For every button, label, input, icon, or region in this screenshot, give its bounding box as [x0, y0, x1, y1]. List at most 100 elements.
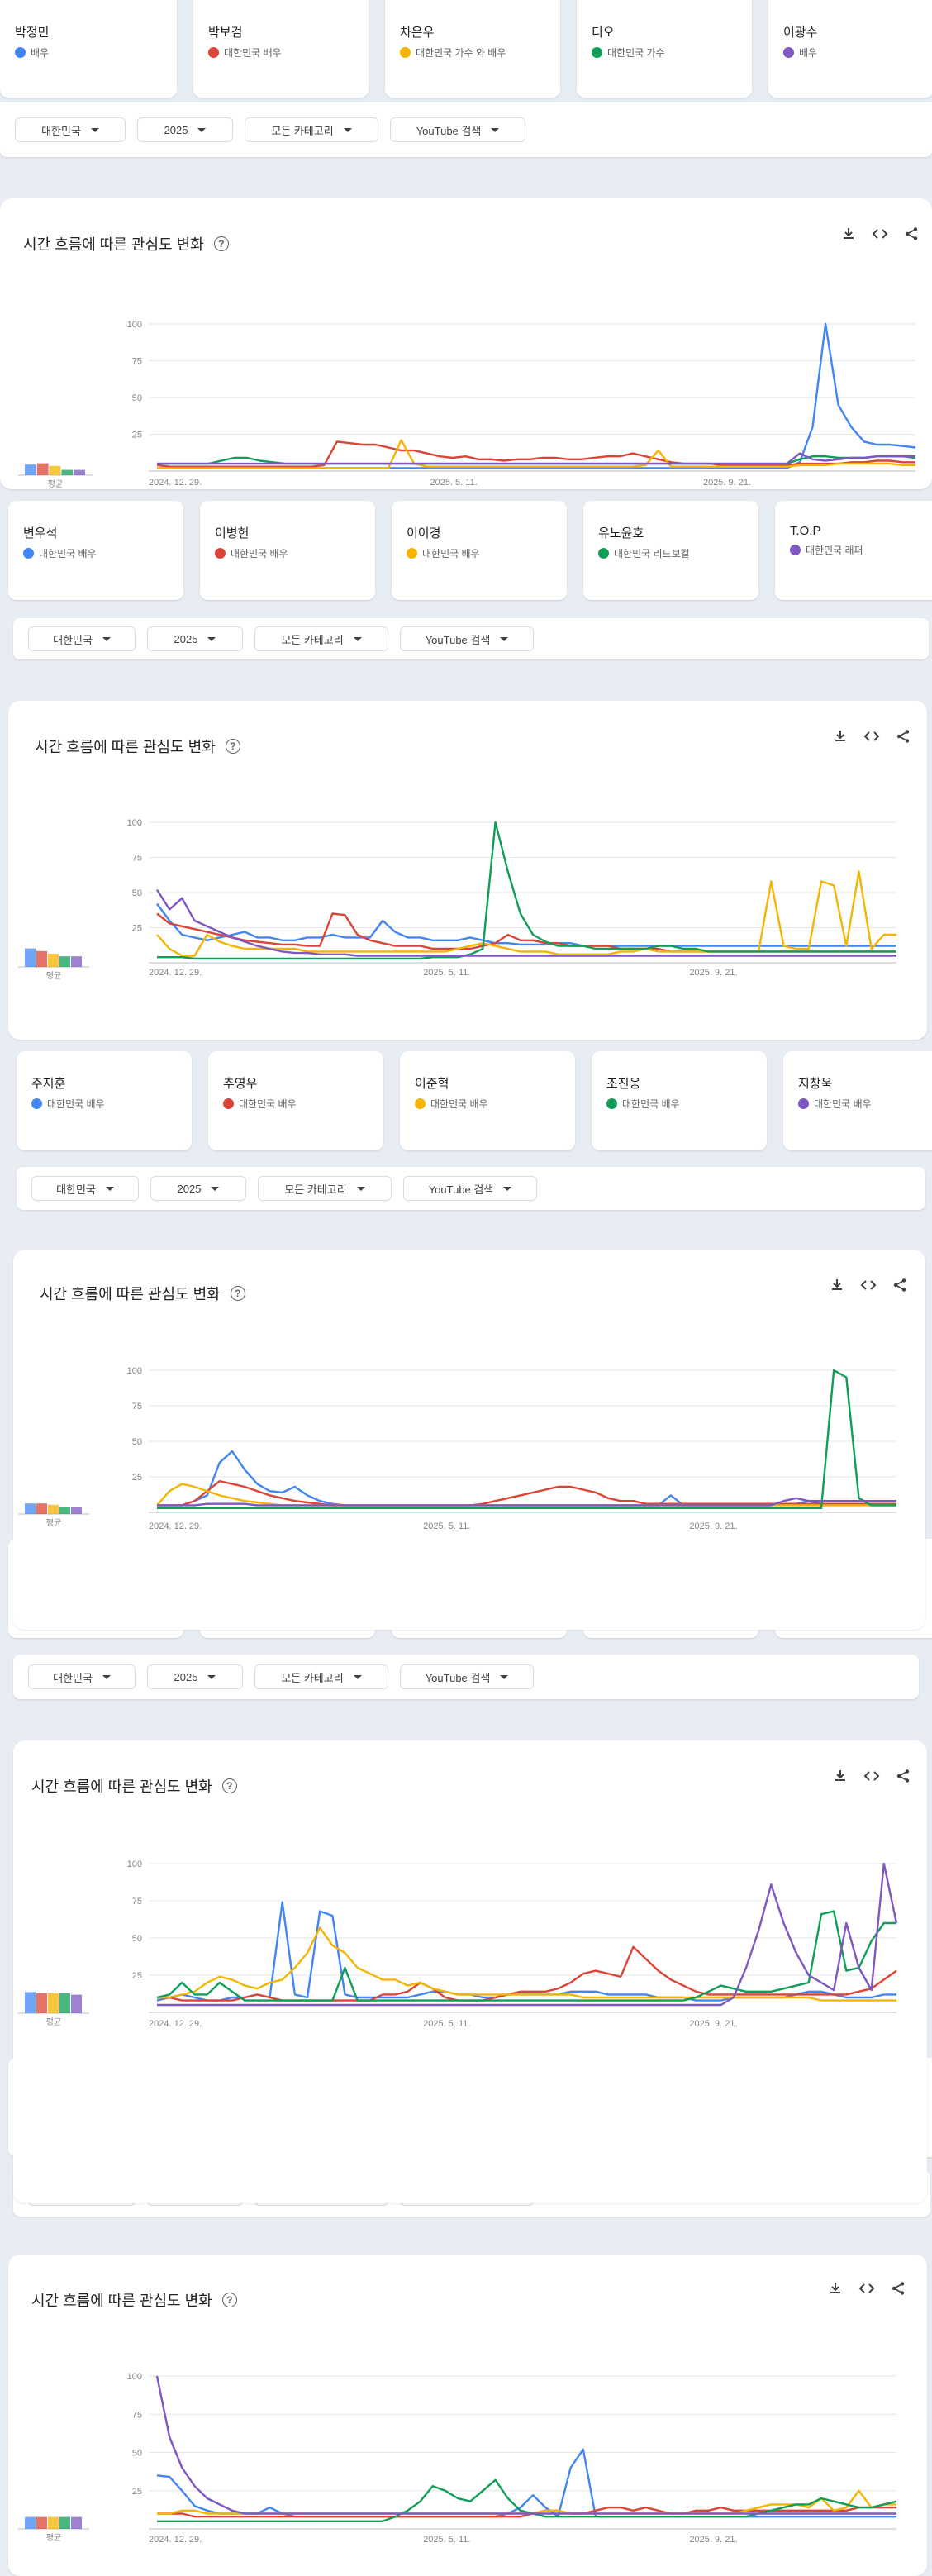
- average-bar: [25, 2516, 36, 2529]
- embed-icon[interactable]: [871, 225, 889, 243]
- average-bar: [36, 950, 47, 967]
- average-bar: [61, 469, 74, 475]
- year-dropdown[interactable]: 2025: [137, 117, 233, 142]
- region-dropdown[interactable]: 대한민국: [28, 1664, 136, 1689]
- share-icon[interactable]: [891, 1276, 909, 1294]
- help-icon[interactable]: ?: [221, 2293, 237, 2307]
- series-color-dot: [400, 47, 411, 58]
- category-dropdown[interactable]: 모든 카테고리: [245, 117, 378, 142]
- term-subtitle: 대한민국 배우: [415, 1097, 560, 1111]
- series-line-공유[interactable]: [155, 2375, 896, 2515]
- category-value: 모든 카테고리: [281, 1671, 344, 1684]
- term-card[interactable]: 이광수 배우: [768, 0, 932, 98]
- x-tick-label: 2025. 9. 21.: [703, 478, 751, 488]
- term-category: 대한민국 가수 와 배우: [416, 47, 506, 59]
- term-name: 이광수: [783, 26, 818, 40]
- caret-down-icon: [207, 1674, 216, 1679]
- series-line-김우빈[interactable]: [157, 1497, 896, 1507]
- category-dropdown[interactable]: 모든 카테고리: [254, 1664, 388, 1689]
- term-card[interactable]: 변우석 대한민국 배우: [8, 501, 183, 600]
- term-card[interactable]: T.O.P 대한민국 래퍼: [775, 501, 932, 600]
- region-dropdown[interactable]: 대한민국: [28, 626, 136, 651]
- term-subtitle: 대한민국 배우: [407, 546, 552, 560]
- download-icon[interactable]: [831, 1767, 849, 1785]
- series-line-유노윤호[interactable]: [157, 821, 896, 960]
- series-line-차은우[interactable]: [157, 439, 915, 469]
- term-card[interactable]: 이이경 대한민국 배우: [392, 501, 567, 600]
- caret-down-icon: [503, 1186, 512, 1191]
- x-tick-label: 2025. 5. 11.: [423, 2019, 470, 2029]
- series-line-공유[interactable]: [157, 1862, 898, 2007]
- help-icon[interactable]: ?: [225, 739, 240, 754]
- series-line-이이경[interactable]: [156, 870, 896, 957]
- embed-icon[interactable]: [858, 2279, 876, 2297]
- download-icon[interactable]: [839, 225, 858, 243]
- source-dropdown[interactable]: YouTube 검색: [400, 626, 534, 651]
- series-color-dot: [592, 47, 602, 58]
- term-cards-row: 주지훈 대한민국 배우 추영우 대한민국 배우 이준혁 대한민국 배우 조진웅 대한민국 배우…: [17, 1051, 932, 1150]
- chart-title: 시간 흐름에 따른 관심도 변화?: [35, 736, 240, 757]
- embed-icon[interactable]: [863, 1767, 881, 1785]
- series-line-이준호[interactable]: [157, 1926, 896, 2002]
- embed-icon[interactable]: [863, 727, 881, 745]
- series-line-임시완[interactable]: [156, 2448, 896, 2518]
- series-line-변우석[interactable]: [156, 902, 896, 947]
- download-icon[interactable]: [828, 1276, 846, 1294]
- series-line-추영우[interactable]: [157, 1480, 896, 1507]
- term-card[interactable]: 박정민 배우: [0, 0, 177, 98]
- average-bar: [48, 2516, 59, 2529]
- source-dropdown[interactable]: YouTube 검색: [403, 1176, 537, 1201]
- share-icon[interactable]: [889, 2279, 907, 2297]
- series-color-dot: [798, 1098, 809, 1109]
- term-card[interactable]: 이준혁 대한민국 배우: [400, 1051, 575, 1150]
- share-icon[interactable]: [902, 225, 920, 243]
- chart-toolbar: [818, 1767, 912, 1785]
- help-icon[interactable]: ?: [213, 236, 229, 251]
- series-line-T.O.P[interactable]: [155, 888, 896, 957]
- term-category: 대한민국 리드보컬: [614, 548, 690, 559]
- average-bar: [36, 1993, 47, 2013]
- share-icon[interactable]: [894, 727, 912, 745]
- download-icon[interactable]: [831, 727, 849, 745]
- chart-title-text: 시간 흐름에 따른 관심도 변화: [35, 739, 216, 755]
- embed-icon[interactable]: [859, 1276, 877, 1294]
- y-tick-label: 100: [127, 2372, 142, 2382]
- term-card[interactable]: 추영우 대한민국 배우: [208, 1051, 383, 1150]
- series-color-dot: [606, 1098, 617, 1109]
- download-icon[interactable]: [826, 2279, 844, 2297]
- series-line-박정민[interactable]: [157, 322, 916, 469]
- term-card[interactable]: 주지훈 대한민국 배우: [17, 1051, 192, 1150]
- source-dropdown[interactable]: YouTube 검색: [390, 117, 525, 142]
- term-card[interactable]: 차은우 대한민국 가수 와 배우: [385, 0, 560, 98]
- term-card[interactable]: 이병헌 대한민국 배우: [200, 501, 375, 600]
- help-icon[interactable]: ?: [221, 1778, 237, 1793]
- category-value: 모든 카테고리: [271, 124, 334, 137]
- interest-over-time-card: [13, 1250, 925, 1630]
- region-dropdown[interactable]: 대한민국: [31, 1176, 139, 1201]
- series-line-마동석[interactable]: [157, 1945, 897, 2002]
- share-icon[interactable]: [894, 1767, 912, 1785]
- series-line-박보검[interactable]: [156, 440, 915, 468]
- series-line-이재욱[interactable]: [156, 1910, 896, 2002]
- term-category: 대한민국 배우: [422, 548, 480, 559]
- term-card[interactable]: 박보검 대한민국 배우: [193, 0, 369, 98]
- year-dropdown[interactable]: 2025: [147, 1664, 243, 1689]
- region-dropdown[interactable]: 대한민국: [15, 117, 126, 142]
- series-line-임시완[interactable]: [156, 1901, 896, 2002]
- series-line-이서진[interactable]: [157, 1369, 896, 1509]
- series-line-이광수[interactable]: [157, 452, 915, 465]
- source-dropdown[interactable]: YouTube 검색: [400, 1664, 534, 1689]
- term-card[interactable]: 조진웅 대한민국 배우: [592, 1051, 767, 1150]
- term-card[interactable]: 지창욱 대한민국 배우: [783, 1051, 932, 1150]
- help-icon[interactable]: ?: [230, 1286, 245, 1301]
- line-chart: 25 50 75 100 2024. 12. 29. 2025. 5. 11. 2025. …: [18, 1366, 896, 1531]
- category-dropdown[interactable]: 모든 카테고리: [254, 626, 388, 651]
- category-dropdown[interactable]: 모든 카테고리: [258, 1176, 392, 1201]
- year-dropdown[interactable]: 2025: [147, 626, 243, 651]
- series-line-이재욱[interactable]: [157, 2478, 897, 2522]
- series-line-주지훈[interactable]: [157, 1450, 896, 1507]
- term-card[interactable]: 디오 대한민국 가수: [577, 0, 752, 98]
- year-dropdown[interactable]: 2025: [150, 1176, 246, 1201]
- term-card[interactable]: 유노윤호 대한민국 리드보컬: [583, 501, 758, 600]
- average-bar: [71, 1994, 82, 2013]
